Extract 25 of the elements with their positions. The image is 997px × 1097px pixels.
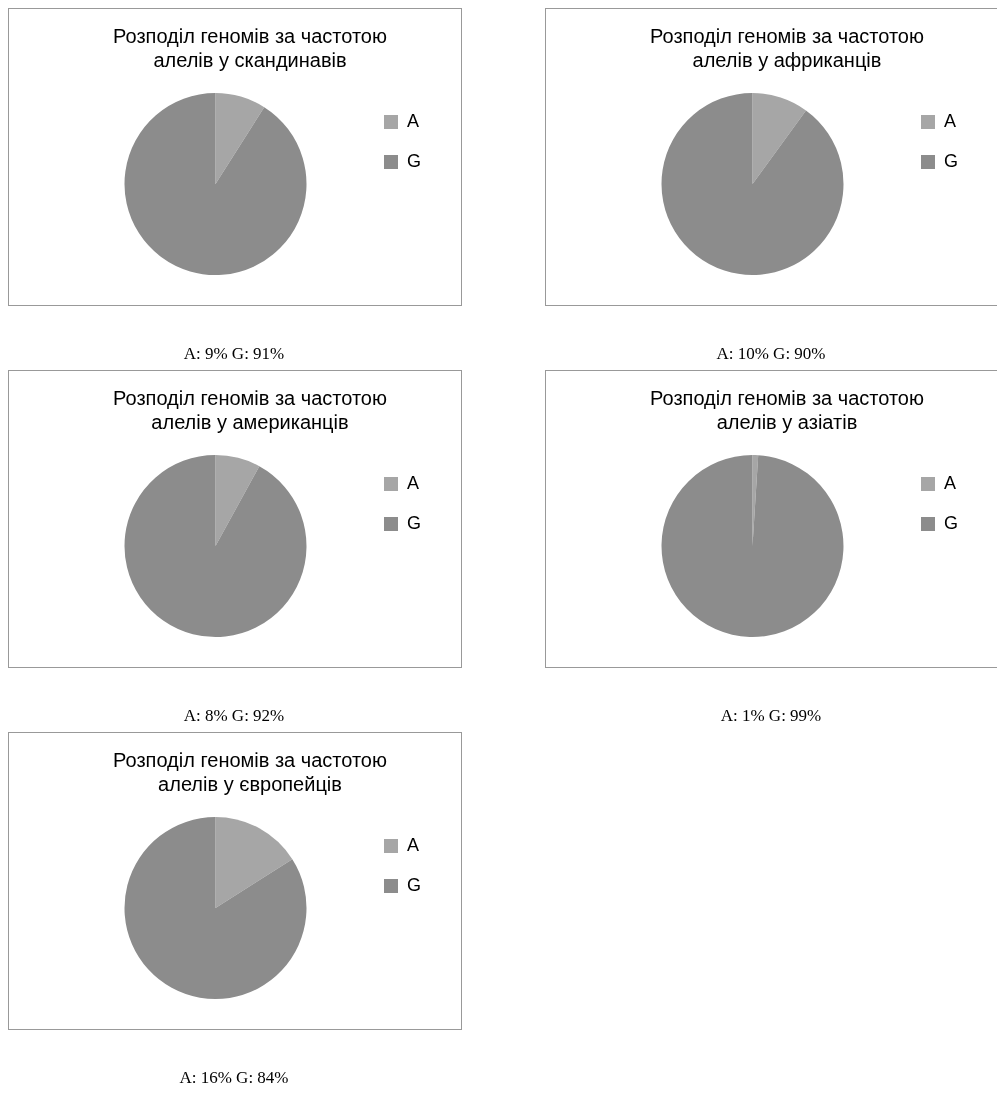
legend-label: G <box>407 512 422 533</box>
legend-label: A <box>944 110 957 131</box>
text: алелів у африканців <box>692 48 882 71</box>
legend-label: A <box>944 472 957 493</box>
legend-label: G <box>944 150 959 171</box>
text: алелів у американців <box>151 410 349 433</box>
legend-label: A <box>407 472 420 493</box>
text: алелів у скандинавів <box>153 48 347 71</box>
text: Розподіл геномів за частотою <box>650 24 924 47</box>
text: A: 9% G: 91% <box>182 344 286 364</box>
text: Розподіл геномів за частотою <box>650 386 924 409</box>
legend-label: G <box>944 512 959 533</box>
legend-label: G <box>407 150 422 171</box>
text: Розподіл геномів за частотою <box>113 24 387 47</box>
text: A: 16% G: 84% <box>178 1068 290 1088</box>
text: алелів у європейців <box>158 772 342 795</box>
text: Розподіл геномів за частотою <box>113 386 387 409</box>
text: алелів у азіатів <box>716 410 858 433</box>
text: Розподіл геномів за частотою <box>113 748 387 771</box>
text: A: 1% G: 99% <box>719 706 823 726</box>
text: A: 8% G: 92% <box>182 706 286 726</box>
legend-label: A <box>407 834 420 855</box>
legend-label: G <box>407 874 422 895</box>
legend-label: A <box>407 110 420 131</box>
text: A: 10% G: 90% <box>715 344 827 364</box>
